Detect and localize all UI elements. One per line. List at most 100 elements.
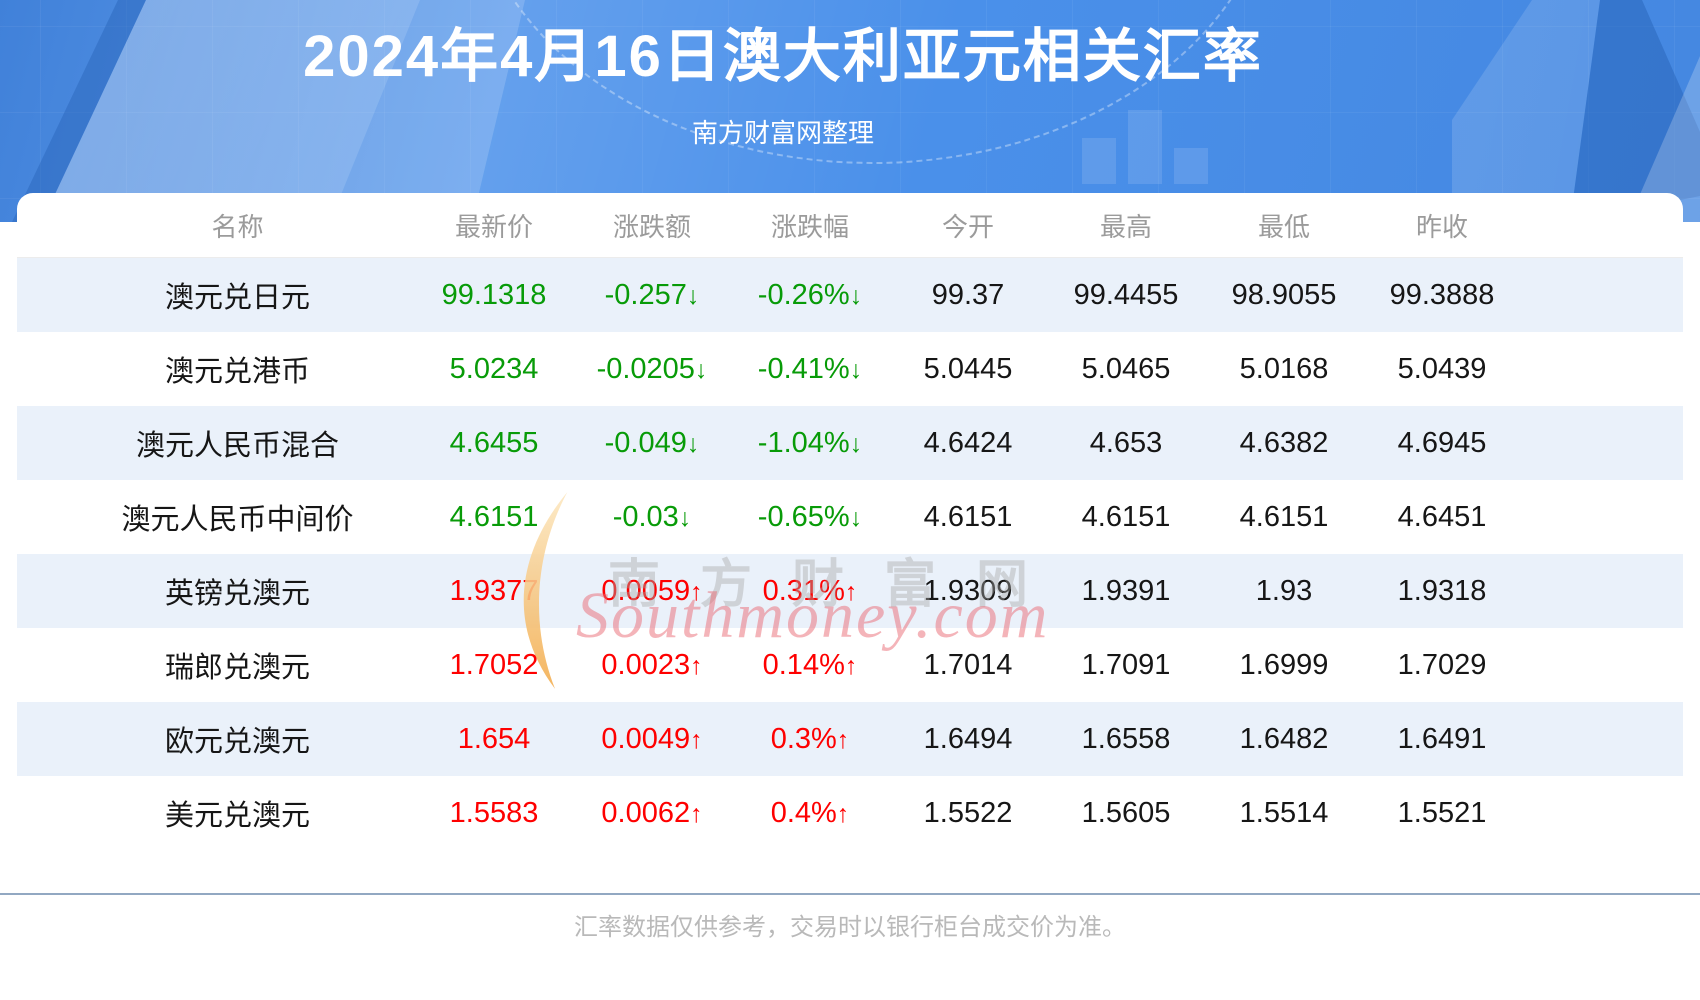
cell-open: 99.37 <box>931 278 1005 311</box>
arrow-up-icon: ↑ <box>844 577 858 606</box>
cell-prev-close: 4.6945 <box>1397 426 1487 459</box>
cell-low: 98.9055 <box>1231 278 1337 311</box>
cell-name: 澳元兑日元 <box>164 282 310 314</box>
cell-change: -0.0205↓ <box>596 352 708 385</box>
arrow-up-icon: ↑ <box>836 725 850 754</box>
cell-high: 1.9391 <box>1081 574 1171 607</box>
arrow-down-icon: ↓ <box>849 503 863 532</box>
cell-low: 1.5514 <box>1239 796 1329 829</box>
cell-change: 0.0023↑ <box>601 648 703 681</box>
cell-change-pct: -0.26%↓ <box>757 278 863 311</box>
cell-change: 0.0062↑ <box>601 796 703 829</box>
table-row: 澳元人民币混合 4.6455 -0.049↓ -1.04%↓ 4.6424 4.653 4.… <box>17 406 1683 480</box>
row-spacer <box>1521 480 1683 554</box>
exchange-rates-table: 名称 最新价 涨跌额 涨跌幅 今开 最高 最低 昨收 澳元兑日元 99.1318 -… <box>17 193 1683 850</box>
cell-prev-close: 5.0439 <box>1397 352 1487 385</box>
row-spacer <box>1521 258 1683 333</box>
cell-latest: 1.7052 <box>449 648 539 681</box>
cell-name: 澳元兑港币 <box>164 356 310 388</box>
cell-high: 99.4455 <box>1073 278 1179 311</box>
row-spacer <box>1521 628 1683 702</box>
cell-name: 英镑兑澳元 <box>164 578 310 610</box>
cell-change-pct: 0.14%↑ <box>762 648 858 681</box>
cell-high: 1.7091 <box>1081 648 1171 681</box>
cell-high: 4.6151 <box>1081 500 1171 533</box>
cell-name: 瑞郎兑澳元 <box>164 652 310 684</box>
table-header: 名称 最新价 涨跌额 涨跌幅 今开 最高 最低 昨收 <box>17 193 1683 258</box>
page-subtitle: 南方财富网整理 <box>691 118 874 148</box>
cell-latest: 99.1318 <box>441 278 547 311</box>
table-row: 澳元兑日元 99.1318 -0.257↓ -0.26%↓ 99.37 99.4455 98… <box>17 257 1683 333</box>
cell-change-pct: 0.31%↑ <box>762 574 858 607</box>
row-spacer <box>1521 554 1683 628</box>
cell-change: -0.257↓ <box>604 278 700 311</box>
table-row: 美元兑澳元 1.5583 0.0062↑ 0.4%↑ 1.5522 1.5605 1.551… <box>17 776 1683 850</box>
cell-low: 4.6151 <box>1239 500 1329 533</box>
cell-change-pct: -0.65%↓ <box>757 500 863 533</box>
arrow-down-icon: ↓ <box>686 281 700 310</box>
column-header-open: 今开 <box>889 193 1047 258</box>
cell-open: 5.0445 <box>923 352 1013 385</box>
arrow-up-icon: ↑ <box>690 725 703 754</box>
bar-chart-decoration <box>1174 148 1208 184</box>
hero-banner: 2024年4月16日澳大利亚元相关汇率 南方财富网整理 <box>0 0 1700 222</box>
arrow-down-icon: ↓ <box>686 429 700 458</box>
cell-prev-close: 4.6451 <box>1397 500 1487 533</box>
column-header-name: 名称 <box>17 193 415 258</box>
bar-chart-decoration <box>1128 110 1162 184</box>
cell-prev-close: 1.7029 <box>1397 648 1487 681</box>
cell-open: 1.7014 <box>923 648 1013 681</box>
cell-change: 0.0059↑ <box>601 574 703 607</box>
footer-divider <box>0 893 1700 895</box>
cell-change: -0.049↓ <box>604 426 700 459</box>
cell-high: 5.0465 <box>1081 352 1171 385</box>
cell-latest: 1.654 <box>457 722 531 755</box>
cell-latest: 5.0234 <box>449 352 539 385</box>
cell-latest: 1.9377 <box>449 574 539 607</box>
cell-low: 1.6999 <box>1239 648 1329 681</box>
cell-change: 0.0049↑ <box>601 722 703 755</box>
arrow-down-icon: ↓ <box>849 355 863 384</box>
cell-change-pct: 0.3%↑ <box>770 722 850 755</box>
table-row: 英镑兑澳元 1.9377 0.0059↑ 0.31%↑ 1.9309 1.9391 1.93… <box>17 554 1683 628</box>
cell-high: 4.653 <box>1089 426 1163 459</box>
cell-low: 4.6382 <box>1239 426 1329 459</box>
cell-prev-close: 1.9318 <box>1397 574 1487 607</box>
arrow-down-icon: ↓ <box>678 503 692 532</box>
column-header-prev-close: 昨收 <box>1363 193 1521 258</box>
arrow-down-icon: ↓ <box>694 355 708 384</box>
arrow-down-icon: ↓ <box>849 281 863 310</box>
cell-prev-close: 99.3888 <box>1389 278 1495 311</box>
table-row: 澳元兑港币 5.0234 -0.0205↓ -0.41%↓ 5.0445 5.0465 5.… <box>17 332 1683 406</box>
cell-change-pct: 0.4%↑ <box>770 796 850 829</box>
table-body: 澳元兑日元 99.1318 -0.257↓ -0.26%↓ 99.37 99.4455 98… <box>17 257 1683 850</box>
cell-open: 1.6494 <box>923 722 1013 755</box>
table-row: 澳元人民币中间价 4.6151 -0.03↓ -0.65%↓ 4.6151 4.6151 4… <box>17 480 1683 554</box>
arrow-up-icon: ↑ <box>844 651 858 680</box>
arrow-down-icon: ↓ <box>849 429 863 458</box>
cell-open: 1.5522 <box>923 796 1013 829</box>
column-header-spacer <box>1521 193 1683 258</box>
cell-latest: 4.6455 <box>449 426 539 459</box>
table-row: 瑞郎兑澳元 1.7052 0.0023↑ 0.14%↑ 1.7014 1.7091 1.69… <box>17 628 1683 702</box>
column-header-latest: 最新价 <box>415 193 573 258</box>
row-spacer <box>1521 406 1683 480</box>
cell-open: 4.6424 <box>923 426 1013 459</box>
cell-low: 1.6482 <box>1239 722 1329 755</box>
rates-table-card: 名称 最新价 涨跌额 涨跌幅 今开 最高 最低 昨收 澳元兑日元 99.1318 -… <box>17 193 1683 850</box>
cell-change-pct: -0.41%↓ <box>757 352 863 385</box>
cell-low: 1.93 <box>1255 574 1313 607</box>
column-header-high: 最高 <box>1047 193 1205 258</box>
table-row: 欧元兑澳元 1.654 0.0049↑ 0.3%↑ 1.6494 1.6558 1.6482… <box>17 702 1683 776</box>
arrow-up-icon: ↑ <box>690 577 703 606</box>
column-header-change: 涨跌额 <box>573 193 731 258</box>
row-spacer <box>1521 332 1683 406</box>
cell-change-pct: -1.04%↓ <box>757 426 863 459</box>
cell-change: -0.03↓ <box>612 500 692 533</box>
column-header-low: 最低 <box>1205 193 1363 258</box>
bar-chart-decoration <box>1082 138 1116 184</box>
table-header-row: 名称 最新价 涨跌额 涨跌幅 今开 最高 最低 昨收 <box>17 193 1683 258</box>
cell-name: 美元兑澳元 <box>164 800 310 832</box>
arrow-up-icon: ↑ <box>690 651 703 680</box>
arrow-up-icon: ↑ <box>690 799 703 828</box>
